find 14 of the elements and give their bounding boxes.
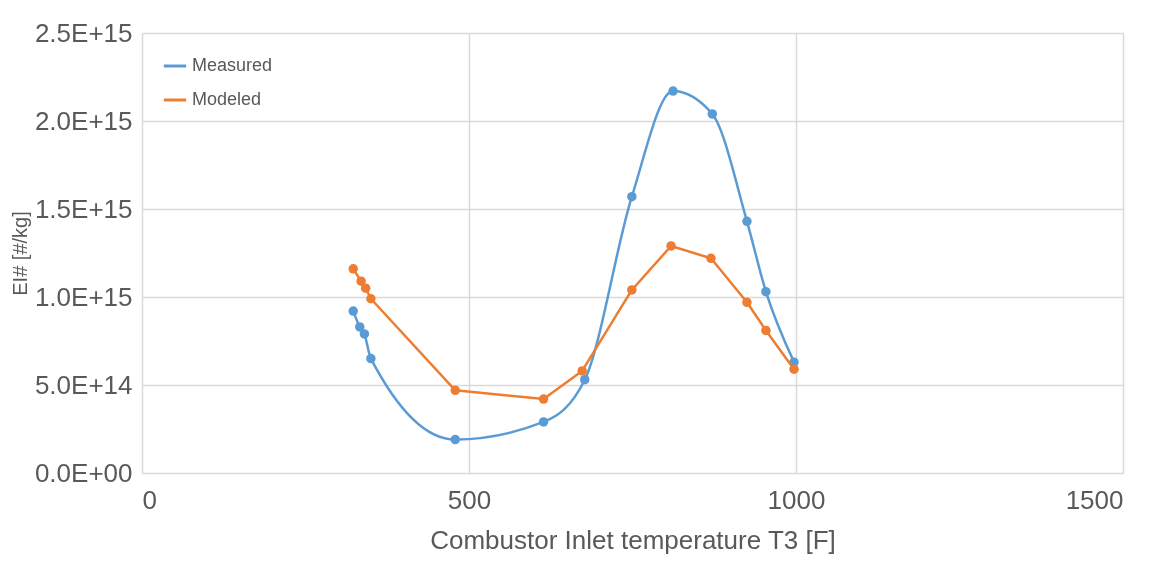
y-tick-label: 2.5E+15 xyxy=(34,17,133,48)
y-tick-label: 5.0E+14 xyxy=(34,369,133,400)
x-tick-label: 0 xyxy=(142,484,157,515)
x-tick-label: 500 xyxy=(447,484,492,515)
x-axis-title: Combustor Inlet temperature T3 [F] xyxy=(430,524,836,555)
y-tick-label: 1.5E+15 xyxy=(34,193,133,224)
y-tick-label: 2.0E+15 xyxy=(34,105,133,136)
legend-label: Measured xyxy=(192,55,273,75)
y-axis-title: EI# [#/kg] xyxy=(8,211,31,296)
y-tick-label: 1.0E+15 xyxy=(34,281,133,312)
x-tick-label: 1500 xyxy=(1065,484,1124,515)
legend-label: Modeled xyxy=(192,89,262,109)
x-tick-label: 1000 xyxy=(767,484,826,515)
y-tick-label: 0.0E+00 xyxy=(34,457,133,488)
